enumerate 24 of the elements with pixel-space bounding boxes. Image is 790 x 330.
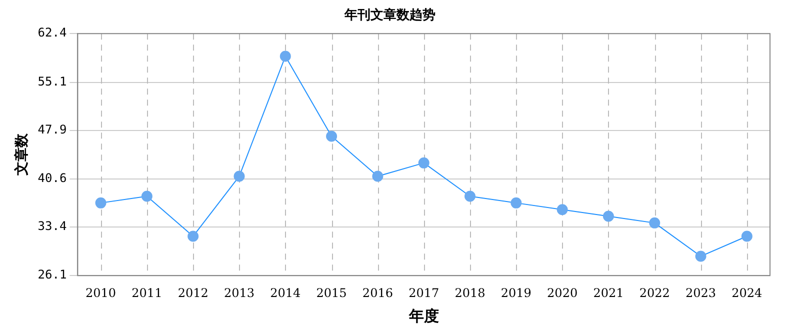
y-tick-label: 40.6 <box>38 171 67 186</box>
x-tick-label: 2022 <box>639 286 670 300</box>
x-tick-label: 2023 <box>685 286 716 300</box>
x-tick-label: 2014 <box>270 286 302 300</box>
x-tick-label: 2015 <box>316 286 347 300</box>
x-axis-title: 年度 <box>408 306 439 325</box>
y-tick-label: 47.9 <box>38 122 67 136</box>
x-tick-label: 2016 <box>362 286 393 300</box>
x-tick-label: 2019 <box>500 286 532 300</box>
y-tick-label: 55.1 <box>38 74 67 88</box>
x-tick-label: 2010 <box>86 286 116 300</box>
y-tick-label: 33.4 <box>38 219 67 234</box>
x-tick-label: 2013 <box>224 286 255 300</box>
x-tick-label: 2020 <box>547 286 578 300</box>
x-tick-label: 2018 <box>454 286 486 300</box>
x-tick-label: 2017 <box>408 286 440 300</box>
x-tick-label: 2021 <box>593 286 624 300</box>
x-tick-label: 2012 <box>178 286 208 300</box>
x-tick-label: 2011 <box>132 286 162 300</box>
y-tick-label: 26.1 <box>38 268 67 282</box>
y-axis-title: 文章数 <box>13 132 30 177</box>
y-tick-label: 62.4 <box>38 26 67 40</box>
x-tick-label: 2024 <box>732 286 763 300</box>
chart-title: 年刊文章数趋势 <box>344 7 436 24</box>
